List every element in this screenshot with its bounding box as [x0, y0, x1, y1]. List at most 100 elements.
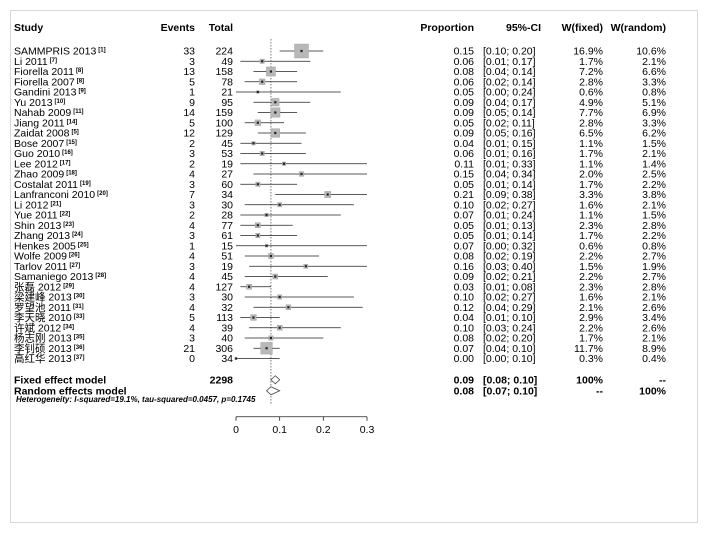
study-total: 34 [221, 189, 233, 201]
study-proportion: 0.10 [454, 199, 475, 211]
study-w-fixed: 6.5% [579, 128, 603, 140]
study-label: Jiang 2011 [14, 117, 65, 129]
study-ci: [0.02; 0.27] [483, 292, 536, 304]
study-reference: [23] [63, 222, 74, 228]
study-events: 2 [189, 210, 195, 222]
study-label: 高红华 2013 [14, 352, 72, 365]
study-label: Costalat 2011 [14, 179, 78, 191]
header-w-random: W(random) [611, 22, 666, 34]
study-w-fixed: 2.2% [579, 251, 603, 263]
study-reference: [22] [60, 212, 71, 218]
study-proportion: 0.07 [454, 240, 475, 252]
study-name: Henkes 2005 [25] [14, 240, 89, 252]
study-point [287, 306, 290, 309]
study-total: 77 [221, 220, 233, 232]
study-ci: [0.04; 0.10] [483, 343, 536, 355]
study-events: 3 [189, 333, 195, 345]
study-w-fixed: 3.3% [579, 189, 603, 201]
study-label: Nahab 2009 [14, 107, 71, 119]
study-reference: [14] [67, 119, 78, 125]
study-w-random: 3.4% [642, 312, 666, 324]
study-label: Guo 2010 [14, 148, 60, 160]
study-events: 5 [189, 117, 195, 129]
study-events: 9 [189, 97, 195, 109]
study-proportion: 0.05 [454, 87, 475, 99]
study-ci: [0.01; 0.17] [483, 56, 536, 68]
study-name: 罗望池 2011 [31] [14, 301, 84, 314]
study-proportion: 0.05 [454, 179, 475, 191]
study-point [261, 60, 264, 63]
study-name: Yu 2013 [10] [14, 97, 65, 109]
study-ci: [0.02; 0.14] [483, 76, 536, 88]
study-reference: [18] [66, 171, 77, 177]
study-reference: [24] [72, 232, 83, 238]
study-total: 45 [221, 271, 233, 283]
study-label: Henkes 2005 [14, 240, 76, 252]
study-label: 张磊 2012 [14, 281, 61, 293]
study-reference: [29] [63, 283, 74, 289]
study-ci: [0.04; 0.34] [483, 169, 536, 181]
study-w-fixed: 0.3% [579, 353, 603, 365]
forest-plot: Study Events Total Proportion 95%-CI W(fixed)… [14, 22, 667, 436]
study-proportion: 0.12 [454, 302, 475, 314]
study-proportion: 0.16 [454, 261, 475, 273]
study-reference: [25] [78, 242, 89, 248]
study-ci: [0.01; 0.13] [483, 220, 536, 232]
study-label: Zaidat 2008 [14, 128, 70, 140]
study-events: 3 [189, 56, 195, 68]
study-reference: [1] [98, 48, 105, 54]
study-name: Wolfe 2009 [26] [14, 251, 80, 263]
study-proportion: 0.06 [454, 76, 475, 88]
study-point [265, 213, 268, 217]
study-proportion: 0.05 [454, 230, 475, 242]
study-w-random: 2.1% [642, 333, 666, 345]
study-proportion: 0.09 [454, 97, 475, 109]
forest-plot-figure: Study Events Total Proportion 95%-CI W(fixed)… [10, 10, 698, 523]
study-reference: [31] [73, 304, 84, 310]
study-ci: [0.01; 0.14] [483, 179, 536, 191]
study-w-fixed: 2.3% [579, 281, 603, 293]
study-events: 4 [189, 169, 195, 181]
study-point [252, 142, 255, 145]
study-events: 2 [189, 138, 195, 150]
study-name: Lee 2012 [17] [14, 158, 70, 170]
study-proportion: 0.08 [454, 66, 475, 78]
study-reference: [17] [60, 160, 71, 166]
study-proportion: 0.06 [454, 56, 475, 68]
study-w-random: 6.2% [642, 128, 666, 140]
study-total: 32 [221, 302, 233, 314]
study-point [300, 49, 303, 53]
study-ci: [0.02; 0.11] [483, 117, 535, 129]
study-events: 4 [189, 302, 195, 314]
study-ci: [0.00; 0.10] [483, 353, 536, 365]
study-label: Li 2011 [14, 56, 48, 68]
study-w-fixed: 4.9% [579, 97, 603, 109]
study-proportion: 0.08 [454, 333, 475, 345]
study-w-random: 1.5% [642, 210, 666, 222]
study-label: Fiorella 2007 [14, 76, 75, 88]
study-point [256, 234, 259, 237]
study-name: Gandini 2013 [9] [14, 87, 86, 99]
study-label: Lee 2012 [14, 158, 58, 170]
study-w-random: 2.1% [642, 292, 666, 304]
study-name: Bose 2007 [15] [14, 138, 77, 150]
study-proportion: 0.04 [454, 312, 475, 324]
x-axis-tick-label: 0.1 [272, 424, 287, 436]
header-95ci: 95%-CI [506, 22, 541, 34]
study-point [300, 172, 303, 176]
study-proportion: 0.09 [454, 128, 475, 140]
study-name: 杨志刚 2013 [35] [14, 332, 84, 345]
study-label: Samaniego 2013 [14, 271, 94, 283]
study-name: Zhao 2009 [18] [14, 169, 77, 181]
study-point [269, 254, 273, 258]
study-events: 3 [189, 179, 195, 191]
study-proportion: 0.03 [454, 281, 475, 293]
study-label: 罗望池 2011 [14, 301, 71, 314]
study-point [256, 121, 259, 124]
study-total: 78 [221, 76, 233, 88]
study-events: 2 [189, 158, 195, 170]
study-events: 33 [183, 46, 195, 58]
header-proportion: Proportion [420, 22, 474, 34]
study-point [278, 295, 281, 299]
study-w-fixed: 11.7% [574, 343, 603, 355]
